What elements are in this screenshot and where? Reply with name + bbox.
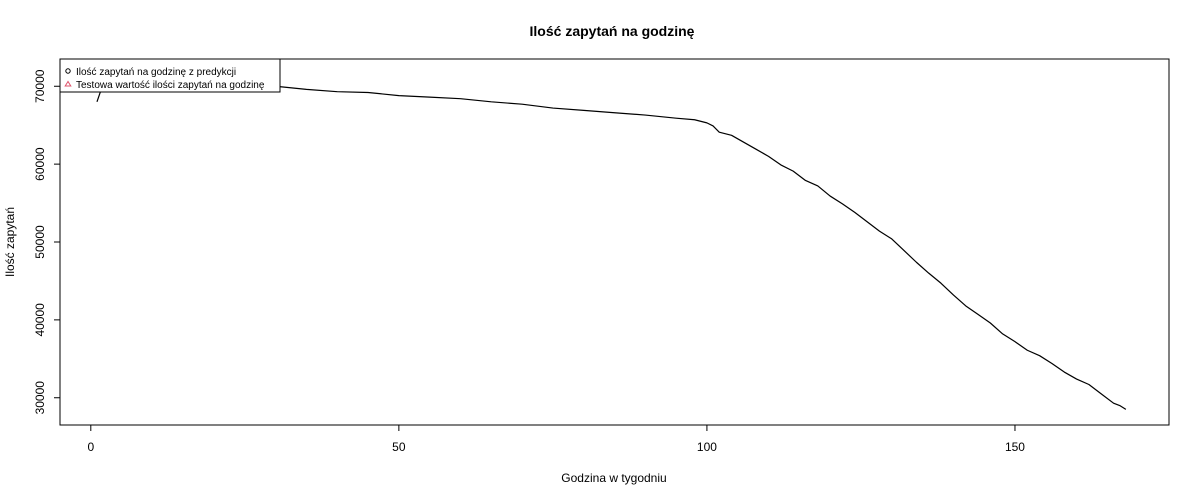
x-tick-label: 100 xyxy=(697,440,717,454)
legend-marker-circle xyxy=(65,68,71,74)
series-layer xyxy=(96,83,1127,410)
x-axis-label: Godzina w tygodniu xyxy=(561,471,666,485)
y-tick-label: 40000 xyxy=(33,303,47,337)
series-line-0 xyxy=(96,83,1127,410)
y-axis: 30000 40000 50000 60000 70000 xyxy=(33,69,60,414)
plot-frame xyxy=(59,58,1170,426)
y-tick-label: 60000 xyxy=(33,147,47,181)
legend-box xyxy=(59,58,281,93)
legend-entry-prediction: Ilość zapytań na godzinę z predykcji xyxy=(76,67,236,78)
legend-marker-triangle xyxy=(64,80,72,87)
legend-entry-test: Testowa wartość ilości zapytań na godzin… xyxy=(76,80,265,91)
legend: Ilość zapytań na godzinę z predykcji Tes… xyxy=(59,58,281,93)
x-tick-label: 50 xyxy=(392,440,406,454)
y-tick-label: 50000 xyxy=(33,225,47,259)
chart-title: Ilość zapytań na godzinę xyxy=(530,23,695,39)
y-axis-label: Ilość zapytań xyxy=(3,207,17,277)
x-tick-label: 0 xyxy=(87,440,94,454)
y-tick-label: 70000 xyxy=(33,69,47,103)
x-tick-label: 150 xyxy=(1005,440,1025,454)
x-axis: 0 50 100 150 xyxy=(87,425,1025,454)
y-tick-label: 30000 xyxy=(33,381,47,415)
